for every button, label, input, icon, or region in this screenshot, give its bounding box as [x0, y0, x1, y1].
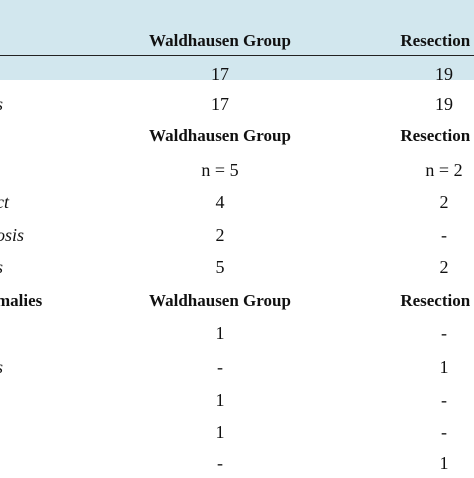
table-row: s 17 19: [0, 89, 474, 119]
table-row: ct 4 2: [0, 187, 474, 217]
waldhausen-value: -: [217, 357, 223, 377]
resection-value: 2: [439, 192, 449, 212]
table-row: 1 -: [0, 417, 474, 447]
waldhausen-value: 17: [211, 64, 229, 84]
waldhausen-value: 1: [215, 323, 225, 343]
subheader-cell-label: malies: [0, 291, 43, 310]
waldhausen-value: 4: [215, 192, 225, 212]
row-label: s: [0, 89, 3, 119]
waldhausen-value: n = 5: [201, 160, 239, 180]
subheader-cell-resection: Resection G: [400, 126, 474, 145]
resection-value: -: [441, 422, 447, 442]
row-label: ct: [0, 192, 9, 212]
subheader-cell-waldhausen: Waldhausen Group: [149, 126, 291, 145]
row-label: s: [0, 252, 3, 282]
resection-value: 19: [435, 94, 453, 114]
row-label: osis: [0, 225, 25, 245]
waldhausen-value: 2: [215, 225, 225, 245]
table-row: osis 2 -: [0, 220, 474, 250]
waldhausen-value: 1: [215, 422, 225, 442]
waldhausen-value: 17: [211, 94, 229, 114]
table-header-row: Waldhausen Group Resection G: [0, 26, 474, 56]
table-row: s 5 2: [0, 252, 474, 282]
table-row: 1 -: [0, 318, 474, 348]
table-row: - 1: [0, 448, 474, 478]
table-row: 1 -: [0, 385, 474, 415]
table-row: s - 1: [0, 352, 474, 382]
resection-value: 1: [439, 357, 449, 377]
waldhausen-value: -: [217, 453, 223, 473]
table-row: 17 19: [0, 59, 474, 89]
table-row: n = 5 n = 2: [0, 155, 474, 185]
resection-value: 1: [439, 453, 449, 473]
resection-value: 2: [439, 257, 449, 277]
table-subheader-row: malies Waldhausen Group Resection G: [0, 286, 474, 316]
subheader-cell-resection: Resection G: [400, 291, 474, 310]
resection-value: -: [441, 390, 447, 410]
resection-value: n = 2: [425, 160, 463, 180]
resection-value: -: [441, 225, 447, 245]
subheader-cell-waldhausen: Waldhausen Group: [149, 291, 291, 310]
header-cell-waldhausen: Waldhausen Group: [149, 31, 291, 50]
header-rule: [0, 55, 474, 56]
table-header-band: [0, 0, 474, 80]
row-label: s: [0, 352, 3, 382]
resection-value: 19: [435, 64, 453, 84]
table-subheader-row: Waldhausen Group Resection G: [0, 121, 474, 151]
waldhausen-value: 1: [215, 390, 225, 410]
waldhausen-value: 5: [215, 257, 225, 277]
header-cell-resection: Resection G: [400, 31, 474, 50]
resection-value: -: [441, 323, 447, 343]
